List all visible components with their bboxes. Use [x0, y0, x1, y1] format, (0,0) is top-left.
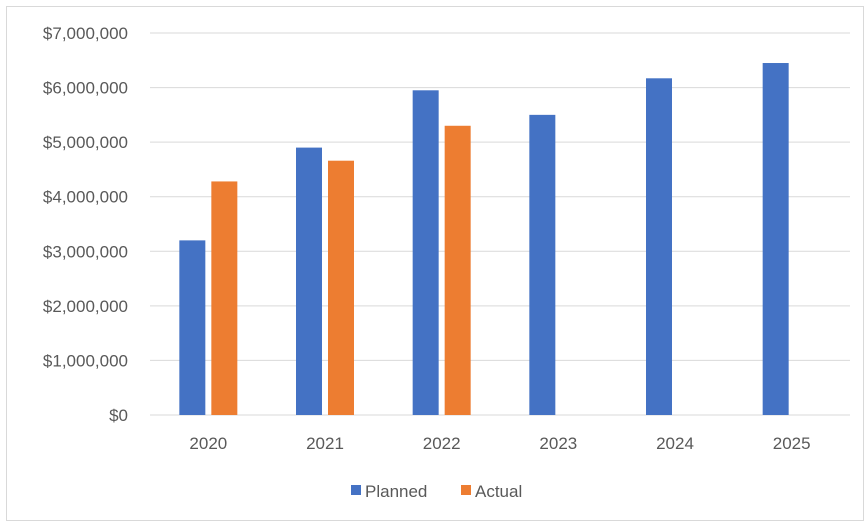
bars — [179, 63, 789, 416]
bar-actual-2020 — [211, 181, 238, 415]
legend-label-actual: Actual — [475, 482, 522, 501]
x-tick-label: 2020 — [189, 434, 227, 453]
y-tick-label: $0 — [109, 406, 128, 425]
y-tick-label: $5,000,000 — [43, 133, 128, 152]
bar-planned-2022 — [412, 90, 439, 416]
y-tick-label: $1,000,000 — [43, 351, 128, 370]
gridlines — [150, 32, 850, 416]
x-tick-label: 2022 — [423, 434, 461, 453]
y-tick-label: $4,000,000 — [43, 188, 128, 207]
x-tick-label: 2021 — [306, 434, 344, 453]
y-tick-label: $2,000,000 — [43, 297, 128, 316]
bar-planned-2024 — [646, 78, 672, 416]
bar-actual-2021 — [328, 160, 354, 415]
x-tick-label: 2023 — [539, 434, 577, 453]
legend-swatch-actual — [461, 485, 471, 495]
y-tick-label: $6,000,000 — [43, 79, 128, 98]
bar-actual-2022 — [444, 125, 471, 416]
legend-swatch-planned — [351, 485, 361, 495]
y-axis-ticks: $0 $1,000,000 $2,000,000 $3,000,000 $4,000,0… — [43, 24, 128, 425]
x-axis-ticks: 2020 2021 2022 2023 2024 2025 — [189, 434, 810, 453]
y-tick-label: $3,000,000 — [43, 242, 128, 261]
bar-planned-2023 — [529, 114, 556, 415]
bar-planned-2020 — [179, 240, 206, 415]
legend: Planned Actual — [351, 482, 522, 501]
x-tick-label: 2024 — [656, 434, 694, 453]
legend-label-planned: Planned — [365, 482, 427, 501]
bar-planned-2021 — [296, 147, 322, 415]
y-tick-label: $7,000,000 — [43, 24, 128, 43]
bar-planned-2025 — [762, 63, 789, 416]
x-tick-label: 2025 — [773, 434, 811, 453]
